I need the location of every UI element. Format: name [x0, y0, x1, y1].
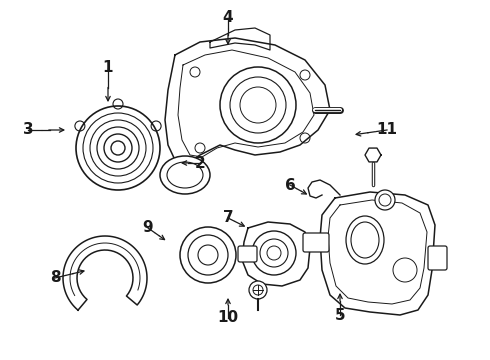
Text: 1: 1 [103, 60, 113, 76]
Text: 10: 10 [218, 310, 239, 325]
Circle shape [252, 231, 296, 275]
Text: 11: 11 [376, 122, 397, 138]
Polygon shape [365, 148, 381, 162]
FancyBboxPatch shape [303, 233, 329, 252]
Text: 8: 8 [49, 270, 60, 285]
FancyBboxPatch shape [428, 246, 447, 270]
Polygon shape [320, 192, 435, 315]
Polygon shape [165, 38, 330, 165]
Ellipse shape [160, 156, 210, 194]
Text: 2: 2 [195, 156, 205, 171]
Text: 9: 9 [143, 220, 153, 235]
Text: 5: 5 [335, 307, 345, 323]
Circle shape [375, 190, 395, 210]
Text: 7: 7 [222, 211, 233, 225]
Text: 6: 6 [285, 177, 295, 193]
FancyBboxPatch shape [238, 246, 257, 262]
Circle shape [249, 281, 267, 299]
Polygon shape [63, 236, 147, 310]
Circle shape [180, 227, 236, 283]
Polygon shape [210, 28, 270, 50]
Text: 4: 4 [222, 10, 233, 26]
Ellipse shape [346, 216, 384, 264]
Text: 3: 3 [23, 122, 33, 138]
Polygon shape [242, 222, 310, 286]
